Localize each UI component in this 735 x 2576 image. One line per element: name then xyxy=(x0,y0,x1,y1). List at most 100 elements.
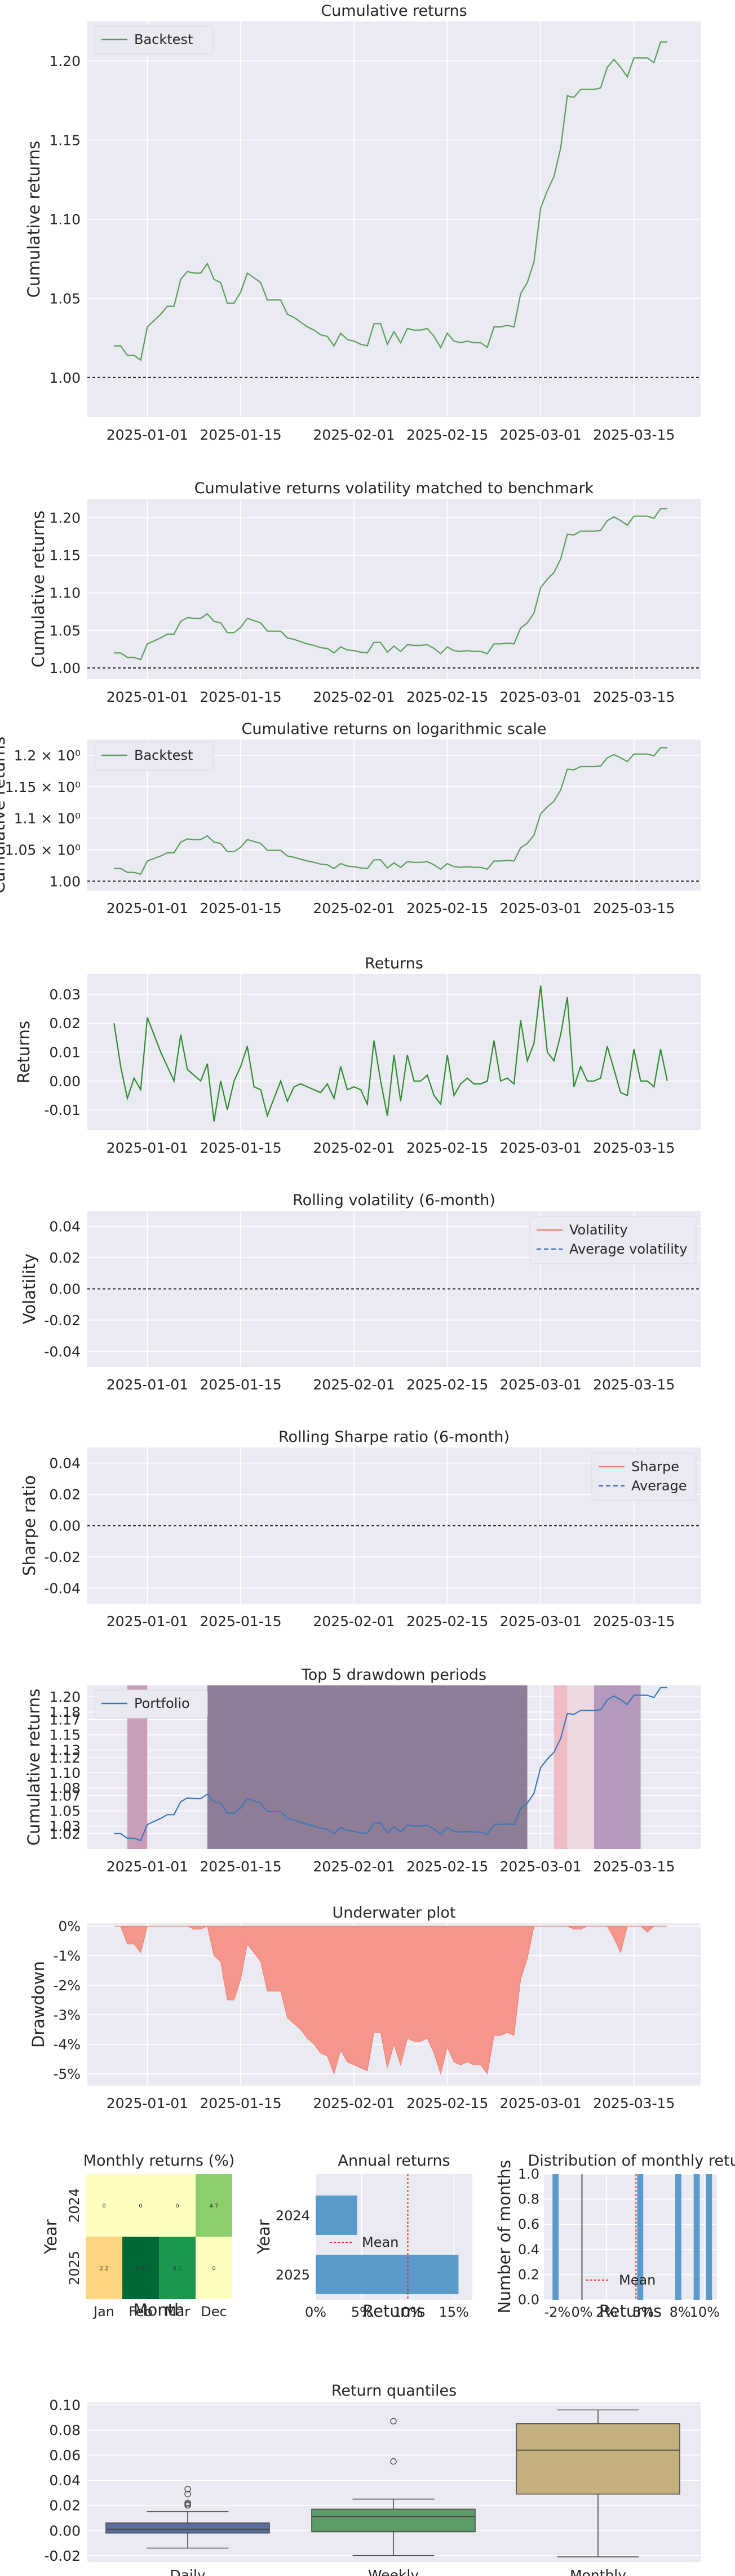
quantile-box xyxy=(516,2423,680,2495)
y-tick-label: 0.03 xyxy=(49,986,81,1003)
x-tick-label: 2025-01-01 xyxy=(107,427,188,443)
chart-title: Rolling Sharpe ratio (6-month) xyxy=(278,1428,510,1446)
legend-label: Sharpe xyxy=(631,1459,679,1475)
y-tick-label: 1.07 xyxy=(49,1788,81,1804)
x-tick-label: 2025-02-01 xyxy=(313,2095,395,2112)
y-tick-label: 1.00 xyxy=(49,370,81,386)
heatmap-cell xyxy=(122,2237,159,2299)
x-tick-label: 2025-03-15 xyxy=(593,1376,675,1393)
y-tick-label: 1.0 xyxy=(518,2166,539,2182)
heatmap-cell xyxy=(122,2174,159,2237)
x-tick-label: 2025-03-15 xyxy=(593,2095,675,2112)
x-tick-label: 2025-02-15 xyxy=(406,427,488,443)
x-tick-label: 2025-03-01 xyxy=(500,2095,582,2112)
x-tick-label: 2025-03-01 xyxy=(500,900,582,917)
heatmap-cell-label: 0 xyxy=(175,2203,179,2210)
x-tick-label: 2025-02-01 xyxy=(313,1376,395,1393)
legend-label: Portfolio xyxy=(134,1696,190,1711)
heatmap-cell-label: 8.1 xyxy=(173,2266,182,2272)
chart-title: Cumulative returns on logarithmic scale xyxy=(242,720,547,738)
heatmap-x-label: Month xyxy=(134,2300,185,2320)
y-tick-label: 1.15 xyxy=(49,132,81,149)
y-tick-label: 1.05 xyxy=(49,290,81,307)
heatmap-col-label: Mar xyxy=(165,2304,190,2320)
x-tick-label: 2025-01-01 xyxy=(107,1140,188,1156)
x-tick-label: 2025-02-15 xyxy=(406,2095,488,2112)
x-tick-label: 8% xyxy=(670,2304,691,2320)
heatmap-cell-label: 2.2 xyxy=(100,2266,109,2272)
y-tick-label: 1.13 xyxy=(49,1742,81,1759)
outlier-point xyxy=(184,2490,191,2498)
x-tick-label: 2025-01-15 xyxy=(200,1376,281,1393)
chart-title: Cumulative returns xyxy=(321,2,467,20)
outlier-point xyxy=(390,2418,397,2425)
heatmap-cell xyxy=(86,2237,122,2299)
legend-box xyxy=(94,1689,208,1719)
chart-title: Cumulative returns volatility matched to… xyxy=(194,480,594,497)
quantile-box xyxy=(311,2508,476,2533)
y-tick-label: -3% xyxy=(53,2007,81,2023)
y-tick-label: -1% xyxy=(53,1948,81,1964)
drawdown-period-band xyxy=(207,1685,528,1849)
x-tick-label: 2025-03-01 xyxy=(500,1613,582,1630)
y-axis-label: Volatility xyxy=(20,1254,39,1324)
chart-title: Returns xyxy=(365,955,423,972)
histogram-bar xyxy=(675,2174,681,2300)
x-tick-label: 2025-01-15 xyxy=(200,689,281,705)
x-tick-label: 2025-03-01 xyxy=(500,1858,582,1875)
y-tick-label: -0.02 xyxy=(44,1549,81,1565)
chart-title: Underwater plot xyxy=(333,1904,456,1922)
x-tick-label: 2025-01-15 xyxy=(200,1613,281,1630)
y-tick-label: -0.02 xyxy=(44,1312,81,1329)
box-category-label: Monthly xyxy=(570,2567,626,2576)
y-axis-label: Drawdown xyxy=(29,1961,48,2048)
y-axis-label: Cumulative returns xyxy=(24,1689,43,1846)
heatmap-cell-label: 0 xyxy=(102,2203,105,2210)
annual-title: Annual returns xyxy=(338,2152,450,2170)
y-tick-label: -0.01 xyxy=(44,1102,81,1118)
y-tick-label: 1.2 × 10⁰ xyxy=(14,747,81,764)
legend-box xyxy=(94,741,214,771)
x-tick-label: 2025-02-15 xyxy=(406,1858,488,1875)
panel-underwater: 2025-01-01 2025-01-15 2025-02-01 2025-02-15… xyxy=(29,1904,701,2112)
x-tick-label: 2% xyxy=(596,2304,617,2320)
y-tick-label: -0.04 xyxy=(44,1580,81,1596)
x-tick-label: 2025-01-15 xyxy=(200,2095,281,2112)
y-tick-label: 0.04 xyxy=(49,2472,81,2489)
y-tick-label: 1.15 × 10⁰ xyxy=(5,779,81,795)
y-tick-label: 1.10 xyxy=(49,585,81,601)
log-backtest-line xyxy=(114,747,667,875)
y-tick-label: 0.01 xyxy=(49,1044,81,1061)
x-tick-label: 0% xyxy=(305,2304,326,2320)
histogram-bar xyxy=(552,2174,559,2300)
histogram-bar xyxy=(706,2174,712,2300)
y-tick-label: 0.2 xyxy=(518,2267,539,2282)
heatmap-cell-label: 9.6 xyxy=(136,2266,145,2272)
x-tick-label: 10% xyxy=(690,2304,720,2320)
chart-title: Top 5 drawdown periods xyxy=(301,1666,486,1684)
x-tick-label: 2025-02-01 xyxy=(313,689,395,705)
x-tick-label: 2025-02-15 xyxy=(406,1140,488,1156)
y-tick-label: 0.00 xyxy=(49,1281,81,1298)
heatmap-col-label: Feb xyxy=(129,2304,153,2320)
chart-title: Rolling volatility (6-month) xyxy=(293,1192,495,1209)
y-tick-label: 1.12 xyxy=(49,1750,81,1766)
y-tick-label: 1.05 xyxy=(49,1803,81,1820)
legend-label: Average volatility xyxy=(569,1241,687,1257)
x-tick-label: 2025-03-15 xyxy=(593,689,675,705)
heatmap-row-label: 2025 xyxy=(67,2251,82,2285)
y-tick-label: 0.00 xyxy=(49,2522,81,2539)
annual-y-label: Year xyxy=(254,2219,273,2254)
legend-box xyxy=(529,1216,697,1264)
x-tick-label: 2025-01-01 xyxy=(107,2095,188,2112)
y-tick-label: 1.15 xyxy=(49,547,81,564)
x-tick-label: 2025-03-15 xyxy=(593,900,675,917)
x-tick-label: 2025-02-15 xyxy=(406,689,488,705)
x-tick-label: 2025-01-01 xyxy=(107,900,188,917)
y-tick-label: 1.02 xyxy=(49,1826,81,1842)
heatmap-cell-label: 0 xyxy=(139,2203,142,2210)
x-tick-label: 2025-01-01 xyxy=(107,1613,188,1630)
y-tick-label: 0.10 xyxy=(49,2397,81,2413)
outlier-point xyxy=(184,2499,191,2506)
